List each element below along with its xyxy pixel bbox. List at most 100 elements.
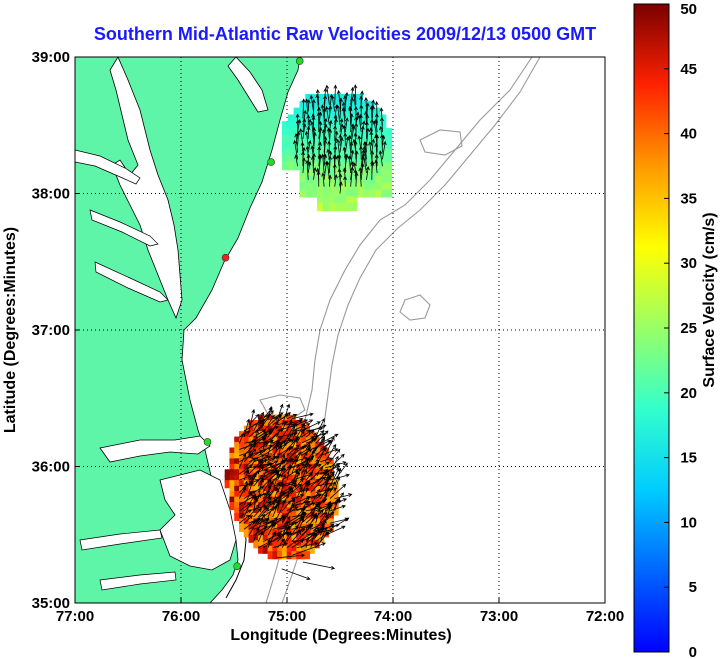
velocity-arrow <box>243 457 256 469</box>
velocity-arrow <box>338 97 343 119</box>
velocity-cell <box>287 148 299 157</box>
velocity-arrow <box>359 145 363 160</box>
velocity-arrow <box>352 93 357 112</box>
velocity-arrow <box>324 500 332 512</box>
velocity-cell <box>234 436 244 445</box>
velocity-cell <box>286 523 296 532</box>
velocity-cell <box>239 502 249 511</box>
velocity-arrow <box>320 468 329 481</box>
velocity-cell <box>296 442 306 451</box>
velocity-arrow <box>301 496 311 506</box>
station-marker <box>295 57 304 65</box>
velocity-cell <box>277 545 287 554</box>
velocity-cell <box>248 425 258 434</box>
velocity-arrow <box>286 413 298 420</box>
velocity-arrow <box>343 95 347 112</box>
velocity-cell <box>286 551 296 560</box>
velocity-cell <box>281 442 291 451</box>
velocity-cell <box>340 169 352 178</box>
velocity-arrow <box>257 458 263 475</box>
velocity-arrow <box>338 181 343 194</box>
velocity-arrow <box>375 134 380 153</box>
velocity-cell <box>253 496 263 505</box>
velocity-cell <box>258 447 268 456</box>
colorbar-tick-label: 15 <box>680 450 697 467</box>
velocity-cell <box>369 189 381 198</box>
velocity-cell <box>381 155 393 164</box>
velocity-cell <box>267 458 277 467</box>
velocity-cell <box>253 452 263 461</box>
velocity-cell <box>357 107 369 116</box>
velocity-cell <box>381 189 393 198</box>
velocity-cell <box>310 480 320 489</box>
velocity-cell <box>281 545 291 554</box>
velocity-cell <box>282 128 293 137</box>
velocity-arrow <box>362 145 367 167</box>
velocity-cell <box>329 485 339 494</box>
velocity-cell <box>346 107 358 116</box>
velocity-cell <box>253 442 263 451</box>
velocity-arrow <box>296 517 305 536</box>
velocity-arrow <box>343 132 348 146</box>
velocity-arrow <box>248 424 264 438</box>
velocity-cell <box>316 203 328 212</box>
colorbar-tick-label: 25 <box>680 320 697 337</box>
velocity-cell <box>267 507 277 516</box>
velocity-arrow <box>262 460 279 469</box>
velocity-cell <box>229 480 239 489</box>
velocity-arrow <box>310 424 327 432</box>
velocity-cell <box>239 518 249 527</box>
velocity-cell <box>351 189 363 198</box>
velocity-cell <box>299 175 311 184</box>
velocity-cell <box>272 518 282 527</box>
velocity-cell <box>286 534 296 543</box>
velocity-cell <box>310 518 320 527</box>
velocity-cell <box>315 502 325 511</box>
velocity-arrow <box>368 141 373 160</box>
velocity-cell <box>262 529 272 538</box>
velocity-cell <box>346 182 358 191</box>
velocity-cell <box>363 182 375 191</box>
velocity-arrow <box>329 455 339 475</box>
velocity-cell <box>381 182 393 191</box>
velocity-cell <box>224 469 234 478</box>
velocity-arrow <box>374 153 379 167</box>
velocity-cell <box>234 474 244 483</box>
velocity-cell <box>322 203 334 212</box>
velocity-cell <box>329 496 339 505</box>
velocity-arrow <box>349 141 354 160</box>
velocity-arrow <box>315 511 328 530</box>
velocity-cell <box>351 175 363 184</box>
velocity-cell <box>340 121 352 130</box>
velocity-cell <box>357 141 369 150</box>
velocity-arrow <box>301 430 312 438</box>
velocity-arrow <box>378 150 383 167</box>
velocity-arrow <box>291 428 298 444</box>
velocity-cell <box>310 474 320 483</box>
velocity-arrows <box>238 84 387 580</box>
velocity-arrow <box>286 511 307 524</box>
velocity-cell <box>310 507 320 516</box>
velocity-cell <box>267 485 277 494</box>
velocity-arrow <box>320 473 335 487</box>
velocity-cell <box>291 507 301 516</box>
velocity-cell <box>287 141 299 150</box>
velocity-arrow <box>329 483 347 499</box>
velocity-arrow <box>296 455 315 469</box>
velocity-arrow <box>320 153 325 174</box>
x-tick-label: 73:00 <box>480 608 518 625</box>
velocity-cell <box>258 485 268 494</box>
velocity-arrow <box>277 453 286 475</box>
velocity-cell <box>363 121 375 130</box>
velocity-cell <box>328 203 340 212</box>
x-tick-labels: 77:00 76:00 75:00 74:00 73:00 72:00 <box>56 598 624 625</box>
velocity-arrow <box>296 429 305 444</box>
velocity-cell <box>239 480 249 489</box>
velocity-arrow <box>282 506 299 518</box>
velocity-cell <box>320 513 330 522</box>
velocity-arrow <box>295 119 300 139</box>
velocity-cell <box>287 114 299 123</box>
velocity-cell <box>311 114 323 123</box>
velocity-cell <box>248 420 258 429</box>
velocity-cell <box>243 436 253 445</box>
